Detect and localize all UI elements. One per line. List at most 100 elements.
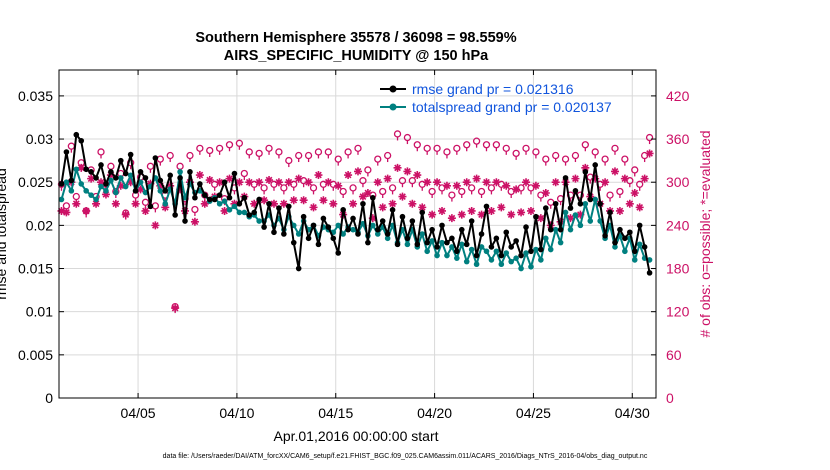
obs-evaluated-point [388,199,397,208]
x-tick-label: 04/05 [121,405,156,421]
totalspread-point [612,244,618,250]
obs-evaluated-point [517,208,526,217]
obs-evaluated-point [541,189,550,197]
totalspread-point [78,181,85,187]
rmse-point [300,213,307,220]
rmse-point [374,226,381,233]
obs-possible-point [645,133,654,142]
totalspread-point [567,226,574,233]
obs-possible-point [393,130,402,138]
obs-possible-point [196,144,204,152]
rmse-point [424,239,430,246]
y-tick-label: 0.035 [18,88,53,104]
x-tick-label: 04/15 [318,405,353,421]
totalspread-point [429,238,435,244]
obs-evaluated-point [329,199,338,208]
totalspread-point [562,209,569,216]
y2-tick-label: 420 [666,88,690,104]
obs-evaluated-point [383,174,392,183]
rmse-point [216,192,223,198]
rmse-point [493,235,500,242]
totalspread-point [557,239,564,246]
rmse-point [454,248,460,255]
obs-possible-point [176,162,184,170]
rmse-point [187,169,193,175]
obs-evaluated-point [423,178,432,187]
rmse-point [379,218,386,224]
rmse-point [528,248,534,255]
y2-tick-label: 0 [666,390,674,406]
obs-evaluated-point [349,199,358,208]
totalspread-point [439,239,445,246]
obs-possible-point [260,184,268,192]
rmse-point [68,177,75,184]
obs-evaluated-point [101,190,110,199]
series-rmse [58,131,653,276]
plot-frame [58,69,657,399]
obs-evaluated-point [576,210,585,219]
obs-evaluated-point [62,208,71,217]
y2-tick-label: 360 [666,131,690,147]
rmse-point [389,207,396,213]
y-tick-label: 0.02 [26,217,53,233]
totalspread-point [236,209,243,216]
obs-evaluated-point [279,199,288,208]
obs-evaluated-point [531,181,540,190]
obs-possible-point [616,187,624,196]
obs-evaluated-point [635,203,644,212]
rmse-point [394,241,401,248]
rmse-point [533,213,539,220]
obs-evaluated-point [195,171,204,180]
rmse-point [122,170,129,177]
rmse-point [251,209,258,216]
rmse-point [226,194,233,201]
rmse-point [360,200,366,207]
y-axis-right: 0 60 120 180 240 300 360 420 [651,88,690,406]
obs-evaluated-point [630,189,639,197]
obs-possible-point [522,144,530,152]
obs-evaluated-point [205,176,214,185]
obs-possible-point [156,155,164,163]
obs-evaluated-point [413,171,422,180]
y-tick-label: 0.015 [18,261,53,277]
totalspread-point [572,212,579,218]
legend-rmse-marker [389,85,397,93]
obs-evaluated-point [645,149,654,158]
rmse-point [557,226,564,233]
obs-evaluated-point [334,181,343,190]
totalspread-point [83,188,89,194]
totalspread-point [98,183,104,190]
rmse-point [93,175,99,181]
totalspread-point [108,177,114,184]
rmse-point [206,196,213,203]
obs-evaluated-point [522,178,531,187]
rmse-point [152,155,159,161]
rmse-point [290,239,297,246]
obs-evaluated-point [319,196,328,205]
x-tick-label: 04/30 [615,405,650,421]
obs-possible-point [561,155,570,163]
rmse-point [241,194,248,201]
rmse-point [88,169,94,175]
totalspread-point [93,196,99,203]
y-tick-label: 0.01 [26,304,53,320]
rmse-point [567,205,574,211]
obs-evaluated-point [314,171,323,180]
rmse-point [622,235,628,242]
totalspread-point [221,198,228,204]
totalspread-point [493,248,500,255]
rmse-point [310,222,317,229]
obs-evaluated-point [131,199,140,208]
obs-evaluated-point [200,199,209,208]
totalspread-point [295,231,302,237]
obs-evaluated-point [299,196,308,205]
rmse-point [315,241,322,248]
totalspread-point [513,255,519,261]
obs-evaluated-point [428,210,437,219]
rmse-point [172,212,178,218]
obs-possible-point [107,162,115,170]
totalspread-point [216,200,223,207]
totalspread-point [231,203,238,210]
obs-evaluated-point [447,214,456,223]
totalspread-point [177,169,183,175]
